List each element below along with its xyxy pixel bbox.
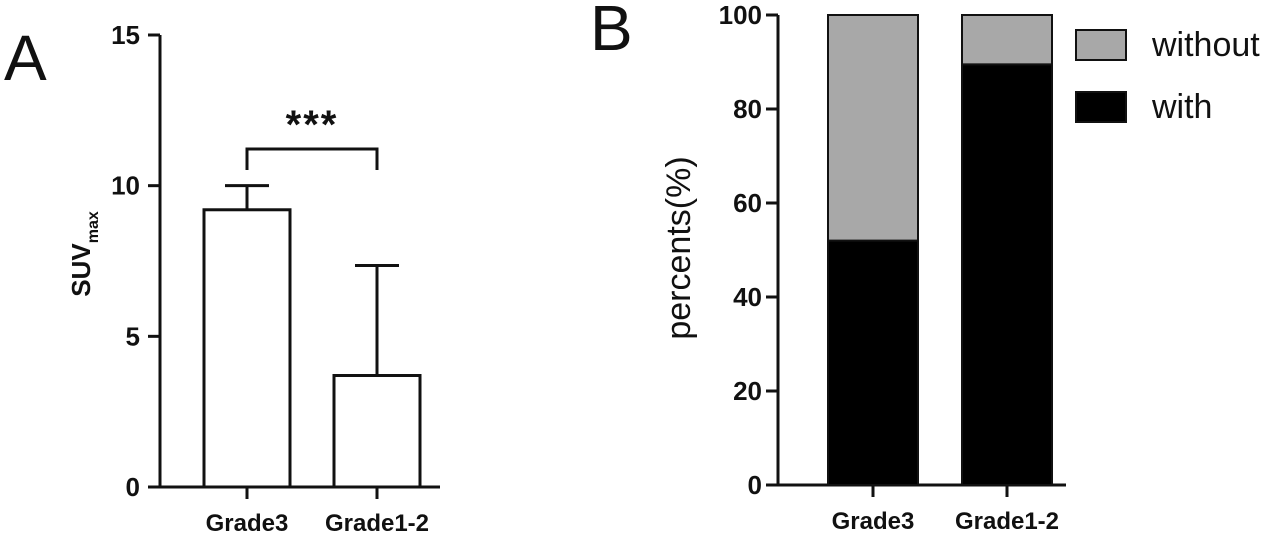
panel-b-legend: without with xyxy=(1075,26,1260,126)
panel-a-significance-label: *** xyxy=(286,103,339,147)
panel-a-y-tick-label: 15 xyxy=(111,20,140,50)
panel-b-y-tick-label: 0 xyxy=(748,470,762,500)
panel-b-category-label: Grade1-2 xyxy=(955,508,1059,535)
panel-b-y-axis-title: percents(%) xyxy=(660,156,698,339)
panel-a-category-label: Grade3 xyxy=(206,510,289,536)
panel-a-y-label: SUV xyxy=(66,243,96,297)
panel-b-legend-swatch-without xyxy=(1075,29,1127,61)
panel-b-legend-label-without: without xyxy=(1151,26,1260,64)
panel-b-letter: B xyxy=(590,0,633,64)
panel-b-bars xyxy=(827,14,1053,486)
svg-text:SUVmax: SUVmax xyxy=(66,211,102,297)
panel-b-stacked-bar-chart: B 0 20 40 60 80 100 Grade3 Grade1-2 percents(%)… xyxy=(590,0,1260,535)
panel-a-bar xyxy=(202,208,292,489)
panel-b-y-tick-label: 100 xyxy=(719,0,762,30)
panel-a-letter: A xyxy=(4,22,47,94)
panel-a-y-tick-label: 5 xyxy=(126,321,140,351)
panel-a-bar xyxy=(332,374,422,489)
panel-a-bars: *** xyxy=(202,103,422,489)
panel-b-axes: 0 20 40 60 80 100 Grade3 Grade1-2 xyxy=(719,0,1066,535)
panel-b-bar-segment-without xyxy=(961,14,1053,66)
panel-a-axes: 0 5 10 15 Grade3 Grade1-2 xyxy=(111,20,440,536)
panel-b-y-tick-label: 40 xyxy=(733,282,762,312)
panel-b-y-tick-label: 20 xyxy=(733,376,762,406)
panel-a-y-tick-label: 10 xyxy=(111,171,140,201)
panel-b-bar-segment-with xyxy=(827,239,919,486)
panel-a-bar-chart: A 0 5 10 15 Grade3 Grade1-2 *** SUVmax xyxy=(4,20,440,536)
panel-a-y-tick-label: 0 xyxy=(126,472,140,502)
panel-a-y-axis-title: SUVmax xyxy=(66,211,102,297)
panel-a-category-label: Grade1-2 xyxy=(325,510,429,536)
panel-b-category-label: Grade3 xyxy=(832,508,915,535)
panel-b-bar-segment-without xyxy=(827,14,919,242)
panel-b-y-tick-label: 80 xyxy=(733,94,762,124)
panel-b-legend-swatch-with xyxy=(1075,91,1127,123)
panel-b-bar-segment-with xyxy=(961,63,1053,486)
panel-a-significance-bracket xyxy=(245,147,379,170)
panel-a-y-label-subscript: max xyxy=(85,211,102,243)
panel-b-legend-label-with: with xyxy=(1151,88,1212,126)
panel-b-y-tick-label: 60 xyxy=(733,188,762,218)
